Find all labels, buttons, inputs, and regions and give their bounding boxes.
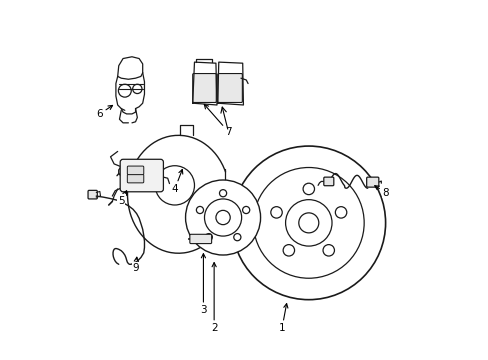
FancyBboxPatch shape: [323, 177, 333, 186]
Text: 7: 7: [204, 104, 231, 137]
Text: 5: 5: [118, 191, 126, 206]
Text: 3: 3: [200, 254, 206, 315]
Text: 6: 6: [96, 105, 112, 119]
Text: 9: 9: [132, 257, 139, 273]
FancyBboxPatch shape: [88, 190, 97, 199]
FancyBboxPatch shape: [189, 234, 211, 244]
FancyBboxPatch shape: [192, 73, 216, 103]
Circle shape: [185, 180, 260, 255]
Text: 8: 8: [374, 186, 388, 198]
FancyBboxPatch shape: [120, 159, 163, 192]
Text: 4: 4: [171, 170, 183, 194]
FancyBboxPatch shape: [217, 73, 242, 103]
FancyBboxPatch shape: [127, 174, 143, 183]
Text: 1: 1: [278, 303, 287, 333]
FancyBboxPatch shape: [366, 177, 378, 187]
FancyBboxPatch shape: [127, 166, 143, 175]
Text: 2: 2: [210, 262, 217, 333]
